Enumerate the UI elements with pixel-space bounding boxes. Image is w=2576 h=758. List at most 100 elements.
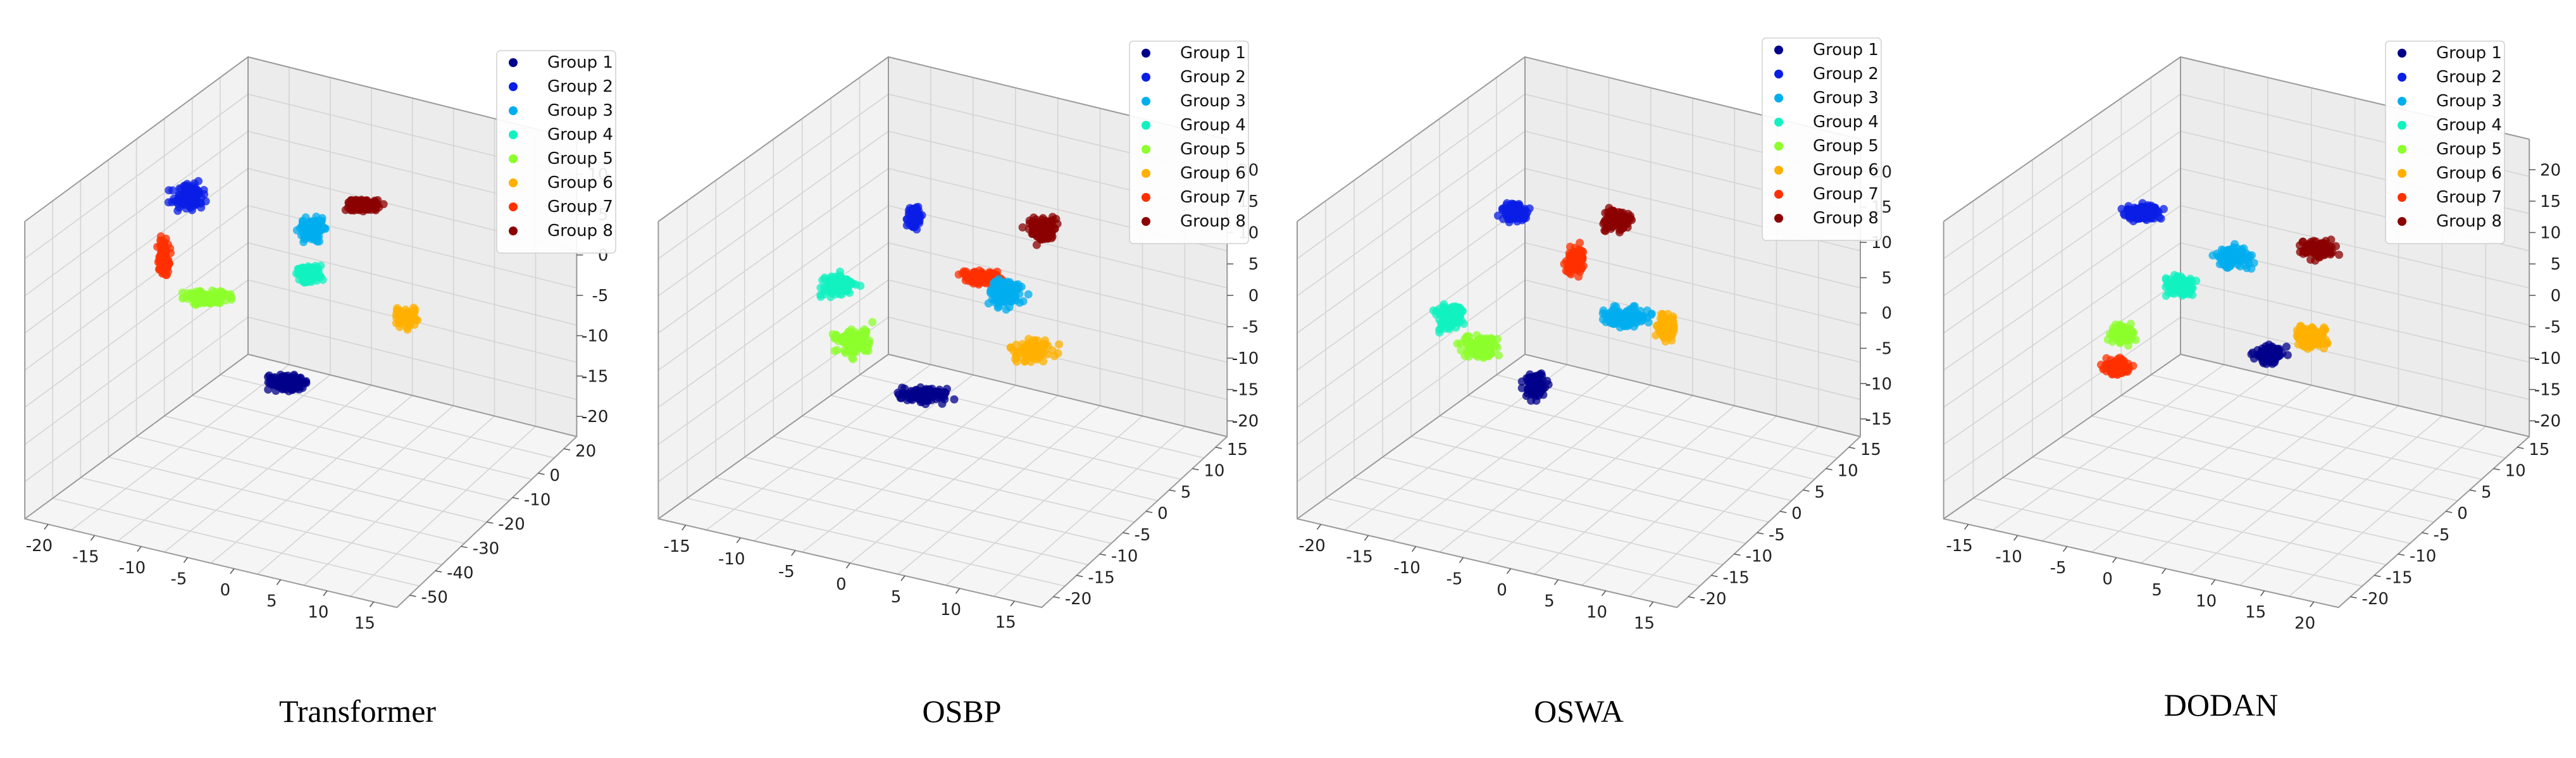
- panel-oswa: -20-15-10-5051015151050-5-10-15-20201510…: [1297, 37, 1892, 633]
- gridline: [164, 415, 510, 502]
- point-group-1: [2270, 358, 2279, 367]
- legend-label: Group 6: [1813, 161, 1879, 180]
- x-tick-label: 0: [836, 575, 847, 594]
- x-tick-label: 0: [2102, 569, 2113, 588]
- point-group-2: [1506, 201, 1515, 210]
- x-tick-label: -15: [1946, 537, 1972, 556]
- legend-label: Group 6: [1180, 164, 1246, 183]
- z-tick-label: 0: [1881, 304, 1892, 323]
- legend-marker: [2398, 145, 2406, 154]
- point-group-5: [1474, 350, 1483, 359]
- point-group-5: [2115, 321, 2124, 330]
- point-group-1: [1532, 396, 1541, 405]
- z-tick-label: -10: [1232, 349, 1259, 368]
- z-tick-label: -10: [582, 327, 608, 346]
- point-group-1: [1537, 380, 1546, 389]
- x-tick: [1553, 579, 1559, 585]
- point-group-6: [1664, 309, 1672, 318]
- point-group-3: [308, 217, 317, 226]
- x-tick: [1010, 600, 1015, 607]
- point-group-2: [189, 189, 198, 197]
- point-group-3: [299, 218, 307, 227]
- gridline: [945, 415, 1143, 586]
- legend-label: Group 4: [547, 125, 613, 144]
- cluster-group-1: [893, 383, 959, 409]
- y-tick-label: -50: [421, 588, 448, 607]
- cluster-group-6: [2293, 321, 2332, 353]
- point-group-3: [1629, 322, 1638, 331]
- point-group-2: [2142, 209, 2151, 218]
- y-tick: [461, 545, 468, 549]
- legend-marker: [509, 106, 518, 115]
- caption-oswa: OSWA: [1534, 693, 1624, 729]
- y-tick: [1779, 511, 1787, 513]
- point-group-3: [2226, 259, 2234, 268]
- point-group-8: [2335, 251, 2343, 259]
- point-group-3: [2225, 250, 2234, 259]
- legend-label: Group 1: [547, 53, 613, 72]
- x-tick-label: -20: [26, 537, 53, 556]
- y-tick: [2350, 596, 2357, 599]
- y-tick-label: 0: [1157, 504, 1168, 523]
- point-group-4: [856, 282, 865, 290]
- axis-edges: [1297, 139, 1861, 609]
- x-tick: [1601, 590, 1607, 597]
- cluster-group-6: [1006, 335, 1064, 366]
- axis-edges: [657, 56, 1228, 222]
- gridline: [1496, 374, 1838, 459]
- y-tick: [1169, 489, 1176, 492]
- point-group-4: [2179, 283, 2188, 292]
- legend-marker: [1774, 70, 1783, 78]
- y-tick-label: -5: [2434, 526, 2450, 545]
- point-group-6: [1667, 330, 1676, 339]
- point-group-6: [393, 304, 402, 313]
- x-tick-label: -10: [119, 559, 146, 578]
- point-group-6: [1667, 336, 1676, 345]
- point-group-5: [854, 337, 863, 345]
- x-tick-label: 10: [1586, 603, 1607, 622]
- point-group-7: [962, 273, 971, 282]
- point-group-4: [1448, 318, 1457, 326]
- cluster-group-2: [164, 177, 210, 215]
- cluster-group-7: [2096, 353, 2137, 379]
- point-group-8: [1037, 223, 1046, 232]
- axis-edges: [24, 56, 577, 222]
- point-group-3: [1630, 302, 1639, 311]
- legend-label: Group 7: [2436, 188, 2502, 207]
- y-tick-label: 10: [2505, 462, 2526, 481]
- y-tick-label: -10: [1111, 547, 1138, 566]
- point-group-7: [1562, 266, 1571, 275]
- legend-label: Group 1: [2436, 44, 2502, 63]
- y-tick-label: -15: [2386, 568, 2412, 587]
- point-group-5: [828, 330, 837, 339]
- legend-marker: [1142, 193, 1150, 202]
- panel-dodan: -15-10-505101520151050-5-10-15-202015105…: [1943, 40, 2561, 633]
- point-group-2: [2125, 210, 2134, 219]
- point-group-2: [1493, 211, 1502, 220]
- x-tick: [2310, 601, 2315, 607]
- legend-marker: [2398, 217, 2406, 226]
- y-tick-label: -40: [447, 564, 473, 583]
- point-group-7: [2112, 364, 2121, 373]
- point-group-1: [1517, 383, 1526, 392]
- z-tick-label: 10: [2540, 224, 2561, 243]
- cluster-group-2: [1493, 199, 1534, 227]
- caption-transformer: Transformer: [278, 693, 437, 729]
- point-group-8: [2298, 238, 2307, 246]
- point-group-8: [1048, 213, 1057, 221]
- z-tick-label: -15: [2534, 381, 2561, 400]
- y-tick-label: -15: [1088, 568, 1114, 587]
- legend-label: Group 5: [2436, 140, 2502, 159]
- point-group-3: [1017, 282, 1026, 291]
- gridline: [303, 415, 495, 586]
- legend-marker: [1774, 118, 1783, 127]
- point-group-1: [2265, 340, 2274, 349]
- point-group-5: [220, 291, 228, 300]
- z-tick-label: 0: [2551, 287, 2561, 306]
- z-tick-label: -5: [592, 287, 608, 306]
- x-tick: [137, 546, 142, 552]
- point-group-7: [158, 266, 167, 275]
- point-group-1: [1539, 390, 1548, 399]
- cluster-group-7: [153, 232, 175, 280]
- point-group-6: [2296, 321, 2305, 330]
